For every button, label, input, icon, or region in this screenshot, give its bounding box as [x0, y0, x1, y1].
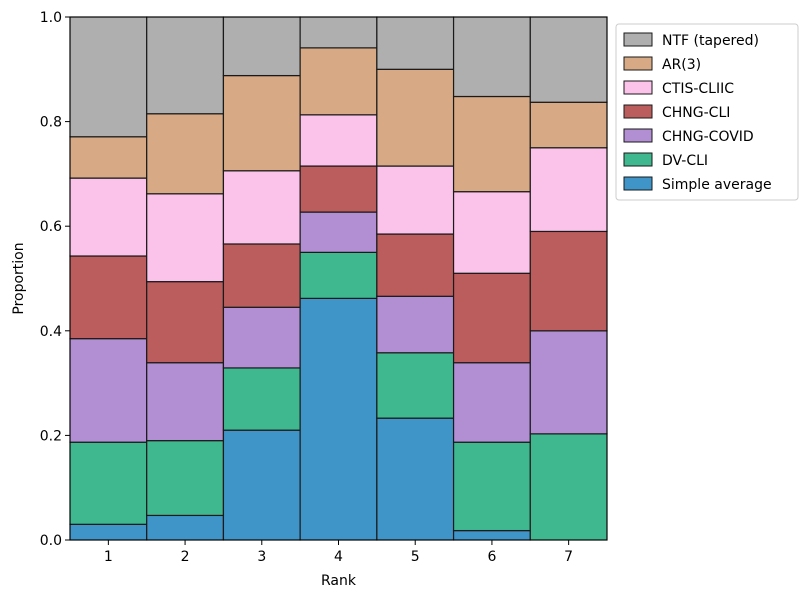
bar-rank-3-series-1: [222, 367, 301, 431]
legend-label: DV-CLI: [662, 153, 708, 169]
bar-rank-2-series-2: [146, 362, 225, 442]
bar-rank-2-series-3: [146, 281, 225, 364]
bar-rank-2-series-6: [146, 16, 225, 115]
bar-rank-6-series-3: [452, 272, 531, 364]
bar-rank-5-series-1: [376, 352, 455, 419]
bar-rank-1-series-1: [69, 441, 148, 525]
legend-swatch: [623, 56, 653, 71]
bar-rank-6-series-4: [452, 191, 531, 274]
bar-rank-4-series-3: [299, 165, 378, 213]
legend-swatch: [623, 80, 653, 95]
bar-rank-1-series-6: [69, 16, 148, 138]
bar-rank-2-series-0: [146, 514, 225, 541]
legend-box: [615, 23, 799, 201]
bar-rank-1-series-5: [69, 136, 148, 179]
legend-label: CTIS-CLIIC: [662, 81, 734, 97]
x-tick-label: 1: [104, 549, 113, 565]
bar-rank-4-series-5: [299, 47, 378, 116]
bar-rank-7-series-5: [529, 101, 608, 149]
legend-label: Simple average: [662, 177, 772, 193]
bar-rank-5-series-0: [376, 417, 455, 541]
bar-rank-4-series-4: [299, 114, 378, 167]
legend-label: NTF (tapered): [662, 33, 759, 49]
legend-swatch: [623, 104, 653, 119]
bar-rank-1-series-0: [69, 523, 148, 541]
bar-rank-3-series-5: [222, 74, 301, 172]
bar-rank-2-series-4: [146, 193, 225, 283]
bar-rank-5-series-4: [376, 165, 455, 235]
x-axis-label: Rank: [321, 573, 357, 589]
legend-swatch: [623, 176, 653, 191]
bar-rank-3-series-0: [222, 429, 301, 541]
bar-rank-3-series-3: [222, 243, 301, 308]
y-axis: 0.0 0.2 0.4 0.6 0.8 1.0: [40, 10, 70, 549]
bar-rank-7-series-4: [529, 147, 608, 233]
bar-rank-4-series-0: [299, 297, 378, 541]
x-tick-label: 2: [181, 549, 190, 565]
legend: NTF (tapered) AR(3) CTIS-CLIIC CHNG-CLI CHNG…: [615, 23, 799, 201]
y-axis-label: Proportion: [11, 242, 27, 314]
bar-rank-4-series-1: [299, 251, 378, 299]
bar-rank-2-series-5: [146, 113, 225, 195]
bar-rank-6-series-6: [452, 16, 531, 98]
x-tick-label: 3: [257, 549, 266, 565]
legend-swatch: [623, 128, 653, 143]
bar-rank-6-series-5: [452, 95, 531, 193]
bar-rank-7-series-1: [529, 433, 608, 541]
bar-rank-3-series-4: [222, 170, 301, 245]
x-tick-label: 4: [334, 549, 343, 565]
y-tick-label: 0.2: [40, 428, 62, 444]
legend-label: CHNG-CLI: [662, 105, 730, 121]
bar-rank-5-series-6: [376, 16, 455, 70]
bar-rank-7-series-6: [529, 16, 608, 103]
y-tick-label: 0.8: [40, 115, 62, 131]
bar-rank-5-series-3: [376, 233, 455, 297]
bar-rank-3-series-6: [222, 16, 301, 77]
y-tick-label: 0.6: [40, 219, 62, 235]
bar-rank-6-series-1: [452, 441, 531, 532]
legend-label: CHNG-COVID: [662, 129, 754, 145]
y-tick-label: 0.0: [40, 533, 62, 549]
bar-rank-1-series-3: [69, 255, 148, 340]
bar-rank-4-series-2: [299, 211, 378, 253]
bar-rank-3-series-2: [222, 306, 301, 369]
bar-rank-5-series-2: [376, 295, 455, 354]
bar-rank-6-series-0: [452, 529, 531, 541]
y-tick-label: 0.4: [40, 324, 62, 340]
y-tick-label: 1.0: [40, 10, 62, 26]
bars-layer: [69, 16, 608, 541]
x-axis: 1 2 3 4 5 6 7: [104, 540, 573, 565]
bar-rank-1-series-4: [69, 177, 148, 257]
bar-rank-1-series-2: [69, 338, 148, 443]
bar-rank-2-series-1: [146, 440, 225, 517]
bar-rank-4-series-6: [299, 16, 378, 49]
legend-label: AR(3): [662, 57, 701, 73]
bar-rank-5-series-5: [376, 68, 455, 167]
bar-rank-7-series-2: [529, 330, 608, 435]
bar-rank-7-series-3: [529, 230, 608, 332]
x-tick-label: 6: [487, 549, 496, 565]
legend-swatch: [623, 32, 653, 47]
x-tick-label: 7: [564, 549, 573, 565]
x-tick-label: 5: [411, 549, 420, 565]
legend-swatch: [623, 152, 653, 167]
bar-rank-6-series-2: [452, 362, 531, 443]
